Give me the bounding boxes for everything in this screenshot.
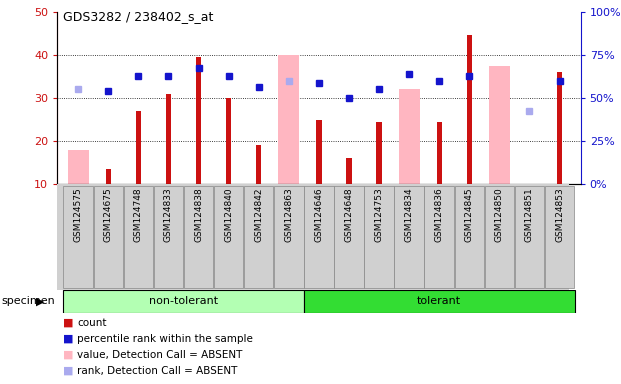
Text: percentile rank within the sample: percentile rank within the sample — [77, 334, 253, 344]
Text: GSM124840: GSM124840 — [224, 187, 233, 242]
Text: GSM124675: GSM124675 — [104, 187, 113, 242]
FancyBboxPatch shape — [244, 187, 273, 288]
Text: count: count — [77, 318, 107, 328]
FancyBboxPatch shape — [63, 187, 93, 288]
FancyBboxPatch shape — [214, 187, 243, 288]
Bar — [106, 169, 111, 184]
Text: GSM124836: GSM124836 — [435, 187, 444, 242]
Bar — [347, 158, 351, 184]
Text: GSM124863: GSM124863 — [284, 187, 293, 242]
Bar — [278, 55, 299, 184]
Bar — [399, 89, 420, 184]
Text: non-tolerant: non-tolerant — [149, 296, 218, 306]
Bar — [557, 72, 562, 184]
FancyBboxPatch shape — [365, 187, 394, 288]
Text: ■: ■ — [63, 334, 74, 344]
FancyBboxPatch shape — [124, 187, 153, 288]
Text: GSM124845: GSM124845 — [465, 187, 474, 242]
Bar — [489, 66, 510, 184]
FancyBboxPatch shape — [334, 187, 364, 288]
FancyBboxPatch shape — [274, 187, 304, 288]
Bar — [304, 290, 574, 313]
Text: GSM124833: GSM124833 — [164, 187, 173, 242]
FancyBboxPatch shape — [425, 187, 454, 288]
Bar — [466, 35, 472, 184]
Text: GDS3282 / 238402_s_at: GDS3282 / 238402_s_at — [63, 10, 214, 23]
Bar — [256, 146, 261, 184]
Text: rank, Detection Call = ABSENT: rank, Detection Call = ABSENT — [77, 366, 237, 376]
Text: GSM124834: GSM124834 — [405, 187, 414, 242]
FancyBboxPatch shape — [455, 187, 484, 288]
Text: GSM124842: GSM124842 — [254, 187, 263, 242]
Bar — [376, 122, 382, 184]
FancyBboxPatch shape — [184, 187, 213, 288]
Bar — [437, 122, 442, 184]
FancyBboxPatch shape — [94, 187, 123, 288]
Bar — [196, 57, 201, 184]
Bar — [226, 98, 232, 184]
Bar — [166, 94, 171, 184]
Text: ▶: ▶ — [36, 296, 45, 306]
Text: GSM124575: GSM124575 — [74, 187, 83, 242]
Text: ■: ■ — [63, 366, 74, 376]
Text: GSM124646: GSM124646 — [314, 187, 324, 242]
FancyBboxPatch shape — [304, 187, 333, 288]
FancyBboxPatch shape — [394, 187, 424, 288]
FancyBboxPatch shape — [545, 187, 574, 288]
Text: specimen: specimen — [1, 296, 55, 306]
Text: GSM124853: GSM124853 — [555, 187, 564, 242]
Text: value, Detection Call = ABSENT: value, Detection Call = ABSENT — [77, 350, 242, 360]
FancyBboxPatch shape — [484, 187, 514, 288]
Text: GSM124838: GSM124838 — [194, 187, 203, 242]
Bar — [63, 290, 304, 313]
Text: GSM124748: GSM124748 — [134, 187, 143, 242]
Bar — [316, 119, 322, 184]
Bar — [135, 111, 141, 184]
FancyBboxPatch shape — [154, 187, 183, 288]
Text: GSM124851: GSM124851 — [525, 187, 534, 242]
Text: GSM124648: GSM124648 — [345, 187, 353, 242]
Text: GSM124753: GSM124753 — [374, 187, 384, 242]
Bar — [68, 150, 89, 184]
Text: ■: ■ — [63, 318, 74, 328]
Text: tolerant: tolerant — [417, 296, 461, 306]
FancyBboxPatch shape — [515, 187, 544, 288]
Text: GSM124850: GSM124850 — [495, 187, 504, 242]
Text: ■: ■ — [63, 350, 74, 360]
